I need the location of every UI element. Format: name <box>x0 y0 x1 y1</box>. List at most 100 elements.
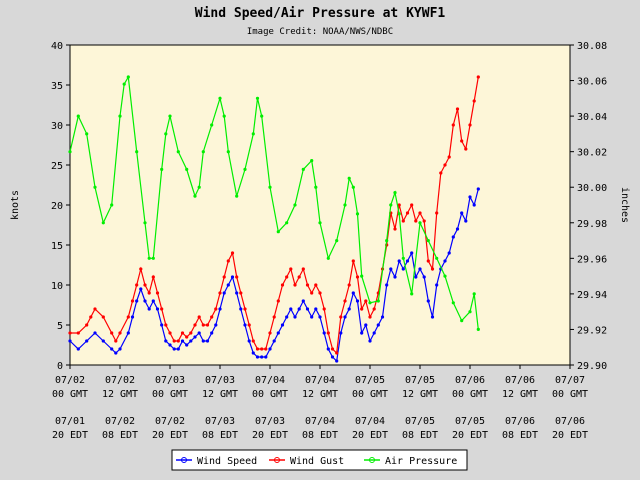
y-tick-label-right: 29.96 <box>577 254 607 265</box>
data-point-wind-speed <box>243 323 247 327</box>
data-point-air-pressure <box>110 203 114 207</box>
data-point-wind-speed <box>326 347 330 351</box>
data-point-wind-gust <box>418 211 422 215</box>
data-point-wind-speed <box>451 235 455 239</box>
data-point-wind-speed <box>335 359 339 363</box>
x-tick-label-gmt-time: 00 GMT <box>452 389 488 400</box>
x-tick-label-local-date: 07/03 <box>205 416 235 427</box>
data-point-wind-speed <box>101 339 105 343</box>
data-point-wind-gust <box>472 99 476 103</box>
data-point-wind-speed <box>147 307 151 311</box>
data-point-wind-gust <box>143 283 147 287</box>
x-tick-label-local-time: 20 EDT <box>552 430 588 441</box>
data-point-wind-gust <box>293 283 297 287</box>
data-point-wind-gust <box>455 107 460 111</box>
x-tick-label-gmt-date: 07/03 <box>205 375 235 386</box>
data-point-wind-gust <box>155 291 160 295</box>
data-point-wind-gust <box>401 219 405 223</box>
data-point-wind-gust <box>230 251 235 255</box>
data-point-air-pressure <box>135 150 139 154</box>
y-tick-label-left: 15 <box>51 241 63 252</box>
legend: Wind Speed Wind Gust Air Pressure <box>171 449 468 471</box>
x-tick-label-local-date: 07/06 <box>555 416 585 427</box>
x-tick-label-local-time: 08 EDT <box>102 430 138 441</box>
data-point-wind-speed <box>126 331 130 335</box>
data-point-wind-speed <box>389 267 393 271</box>
data-point-air-pressure <box>460 319 464 323</box>
data-point-wind-speed <box>143 299 147 303</box>
data-point-wind-gust <box>272 315 276 319</box>
data-point-wind-gust <box>347 283 351 287</box>
data-point-wind-speed <box>297 307 301 311</box>
data-point-wind-gust <box>160 307 164 311</box>
data-point-wind-speed <box>285 315 289 319</box>
data-point-wind-speed <box>435 283 439 287</box>
x-tick-label-local-time: 20 EDT <box>152 430 188 441</box>
data-point-wind-gust <box>410 203 414 207</box>
data-point-air-pressure <box>143 221 147 225</box>
data-point-wind-gust <box>139 267 143 271</box>
data-point-wind-speed <box>230 275 235 279</box>
data-point-wind-speed <box>418 267 422 271</box>
data-point-wind-speed <box>255 355 260 359</box>
data-point-wind-speed <box>385 283 389 287</box>
x-tick-label-local-date: 07/04 <box>305 416 335 427</box>
data-point-air-pressure <box>197 185 201 189</box>
data-point-wind-gust <box>110 331 114 335</box>
data-point-air-pressure <box>235 194 239 198</box>
data-point-air-pressure <box>351 185 355 189</box>
x-tick-label-gmt-time: 00 GMT <box>352 389 388 400</box>
chart-title: Wind Speed/Air Pressure at KYWF1 <box>195 6 446 21</box>
data-point-wind-speed <box>314 307 318 311</box>
data-point-wind-gust <box>218 291 222 295</box>
x-tick-label-local-time: 08 EDT <box>302 430 338 441</box>
x-tick-label-local-time: 08 EDT <box>402 430 438 441</box>
data-point-wind-gust <box>247 323 251 327</box>
data-point-air-pressure <box>168 114 172 118</box>
data-point-wind-speed <box>301 299 305 303</box>
data-point-air-pressure <box>368 301 372 305</box>
data-point-wind-gust <box>280 283 285 287</box>
data-point-wind-speed <box>210 331 214 335</box>
data-point-wind-speed <box>130 315 135 319</box>
data-point-wind-gust <box>201 323 205 327</box>
data-point-air-pressure <box>385 239 389 243</box>
data-point-air-pressure <box>418 221 422 225</box>
y-tick-label-left: 25 <box>51 161 63 172</box>
data-point-wind-gust <box>447 155 451 159</box>
data-point-wind-gust <box>322 307 326 311</box>
data-point-wind-speed <box>355 299 360 303</box>
data-point-air-pressure <box>243 167 247 171</box>
data-point-wind-gust <box>255 347 260 351</box>
data-point-wind-gust <box>297 275 301 279</box>
x-tick-label-local-date: 07/05 <box>405 416 435 427</box>
data-point-wind-gust <box>214 307 218 311</box>
data-point-wind-speed <box>205 339 210 343</box>
data-point-wind-gust <box>339 315 343 319</box>
y-tick-label-left: 30 <box>51 121 63 132</box>
x-tick-label-gmt-time: 12 GMT <box>402 389 438 400</box>
data-point-air-pressure <box>314 185 318 189</box>
data-point-air-pressure <box>347 176 351 180</box>
data-point-wind-gust <box>268 331 272 335</box>
data-point-air-pressure <box>122 82 126 86</box>
x-tick-label-gmt-date: 07/02 <box>55 375 85 386</box>
data-point-wind-speed <box>351 291 355 295</box>
data-point-wind-speed <box>397 259 401 263</box>
data-point-wind-speed <box>76 347 80 351</box>
data-point-wind-gust <box>101 315 105 319</box>
data-point-wind-gust <box>276 299 280 303</box>
y-tick-label-right: 29.90 <box>577 361 607 372</box>
data-point-wind-gust <box>364 299 368 303</box>
data-point-wind-gust <box>185 335 189 339</box>
data-point-air-pressure <box>101 221 105 225</box>
y-tick-label-right: 30.00 <box>577 183 607 194</box>
x-tick-label-local-date: 07/03 <box>255 416 285 427</box>
data-point-wind-speed <box>247 339 251 343</box>
legend-marker-wind-speed <box>181 457 187 463</box>
data-point-wind-gust <box>147 291 151 295</box>
data-point-air-pressure <box>293 203 297 207</box>
data-point-wind-speed <box>201 339 205 343</box>
data-point-wind-speed <box>139 287 143 291</box>
data-point-wind-speed <box>68 339 72 343</box>
